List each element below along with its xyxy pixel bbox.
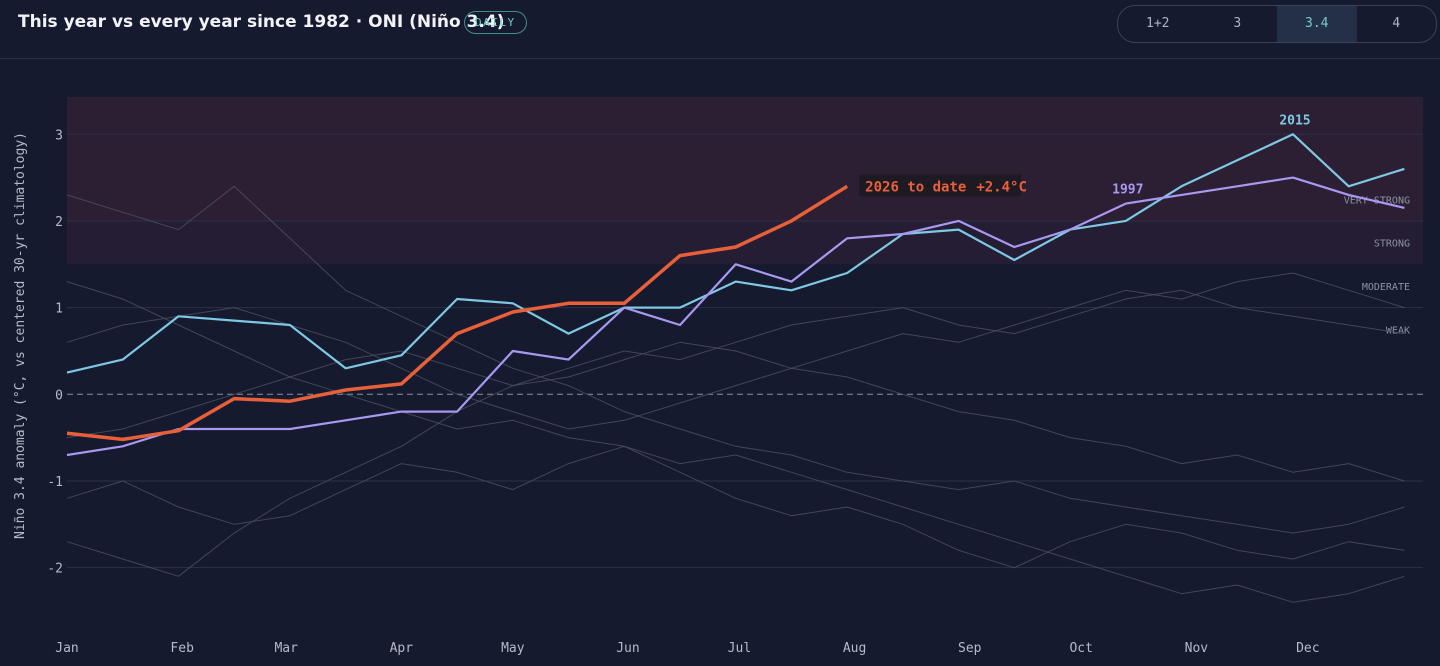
tab[interactable]: 1+2 — [1146, 16, 1170, 31]
end-label: 2026 to date +2.4°C — [859, 174, 1027, 197]
value-label: +2.4°C — [976, 179, 1027, 195]
band-label: STRONG — [1374, 239, 1410, 250]
x-tick-label: Feb — [170, 641, 194, 656]
x-tick-label: Oct — [1069, 641, 1092, 656]
y-tick-label: 1 — [55, 302, 63, 317]
band-label: WEAK — [1386, 325, 1410, 336]
chart: VERY STRONGSTRONGMODERATEWEAK-2-10123Jan… — [13, 97, 1423, 656]
band-label: MODERATE — [1362, 282, 1410, 293]
y-tick-label: -1 — [47, 475, 63, 490]
series-label: 1997 — [1112, 183, 1143, 198]
highlight-line — [66, 133, 1405, 374]
x-tick-label: Jun — [616, 641, 639, 656]
series-name: 2026 to date — [865, 179, 966, 195]
highlight-line — [66, 176, 1405, 457]
year-line — [66, 289, 1405, 577]
highlight-line — [66, 184, 849, 442]
title: This year vs every year since 1982 · ONI… — [18, 12, 505, 32]
tab[interactable]: 3 — [1233, 16, 1242, 31]
y-tick-label: -2 — [47, 562, 63, 577]
y-tick-label: 3 — [55, 128, 63, 143]
x-tick-label: Jan — [55, 641, 78, 656]
label-bg — [859, 174, 1022, 197]
x-tick-label: Mar — [274, 641, 298, 656]
year-line — [66, 341, 1405, 482]
y-axis-label: Niño 3.4 anomaly (°C, vs centered 30-yr … — [13, 132, 28, 539]
x-tick-label: Sep — [958, 641, 982, 656]
x-tick-label: May — [501, 641, 525, 656]
series-label: 2026 to date +2.4°C — [865, 179, 1027, 195]
x-tick-label: Apr — [390, 641, 414, 656]
y-tick-label: 2 — [55, 215, 63, 230]
tabs: 1+2 3 3.4 4 — [1117, 5, 1437, 43]
x-tick-label: Nov — [1185, 641, 1209, 656]
x-tick-label: Dec — [1296, 641, 1319, 656]
y-tick-label: 0 — [55, 388, 63, 403]
header: This year vs every year since 1982 · ONI… — [0, 0, 1440, 59]
band — [67, 97, 1423, 221]
badge: DAILY — [464, 11, 527, 34]
year-line — [66, 281, 1405, 603]
x-tick-label: Jul — [728, 641, 751, 656]
tab[interactable]: 4 — [1392, 16, 1401, 31]
x-tick-label: Aug — [843, 641, 866, 656]
tab[interactable]: 3.4 — [1277, 6, 1357, 42]
series-label: 2015 — [1279, 113, 1310, 128]
year-line — [66, 445, 1405, 569]
year-line — [66, 185, 1405, 534]
